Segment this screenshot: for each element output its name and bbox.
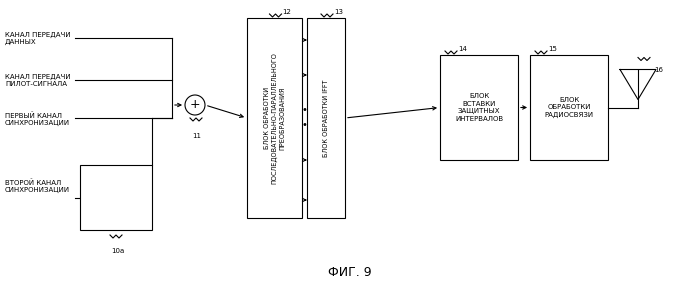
Text: БЛОК ОБРАБОТКИ IFFT: БЛОК ОБРАБОТКИ IFFT <box>323 79 329 157</box>
Text: •: • <box>301 120 308 130</box>
Text: 14: 14 <box>458 46 467 52</box>
Bar <box>440 55 518 160</box>
Bar <box>307 18 345 218</box>
Text: •: • <box>301 105 308 115</box>
Text: ФИГ. 9: ФИГ. 9 <box>329 266 372 278</box>
Circle shape <box>185 95 205 115</box>
Text: 13: 13 <box>334 9 343 15</box>
Text: КАНАЛ ПЕРЕДАЧИ
ДАННЫХ: КАНАЛ ПЕРЕДАЧИ ДАННЫХ <box>5 32 71 45</box>
Text: БЛОК ОБРАБОТКИ
ПОСЛЕДОВАТЕЛЬНО-ПАРАЛЛЕЛЬНОГО
ПРЕОБРАЗОВАНИЯ: БЛОК ОБРАБОТКИ ПОСЛЕДОВАТЕЛЬНО-ПАРАЛЛЕЛЬ… <box>264 52 285 184</box>
Bar <box>247 18 302 218</box>
Text: +: + <box>189 99 201 111</box>
Text: 10a: 10a <box>111 248 124 254</box>
Text: 15: 15 <box>548 46 557 52</box>
Text: КАНАЛ ПЕРЕДАЧИ
ПИЛОТ-СИГНАЛА: КАНАЛ ПЕРЕДАЧИ ПИЛОТ-СИГНАЛА <box>5 74 71 87</box>
Text: 11: 11 <box>192 133 201 139</box>
Bar <box>80 165 152 230</box>
Text: 16: 16 <box>654 68 663 73</box>
Text: ВТОРОЙ КАНАЛ
СИНХРОНИЗАЦИИ: ВТОРОЙ КАНАЛ СИНХРОНИЗАЦИИ <box>5 179 70 193</box>
Bar <box>530 55 608 160</box>
Text: БЛОК
ВСТАВКИ
ЗАЩИТНЫХ
ИНТЕРВАЛОВ: БЛОК ВСТАВКИ ЗАЩИТНЫХ ИНТЕРВАЛОВ <box>455 93 503 122</box>
Text: ПЕРВЫЙ КАНАЛ
СИНХРОНИЗАЦИИ: ПЕРВЫЙ КАНАЛ СИНХРОНИЗАЦИИ <box>5 112 70 126</box>
Text: 12: 12 <box>282 9 291 15</box>
Text: БЛОК
ОБРАБОТКИ
РАДИОСВЯЗИ: БЛОК ОБРАБОТКИ РАДИОСВЯЗИ <box>545 97 593 118</box>
